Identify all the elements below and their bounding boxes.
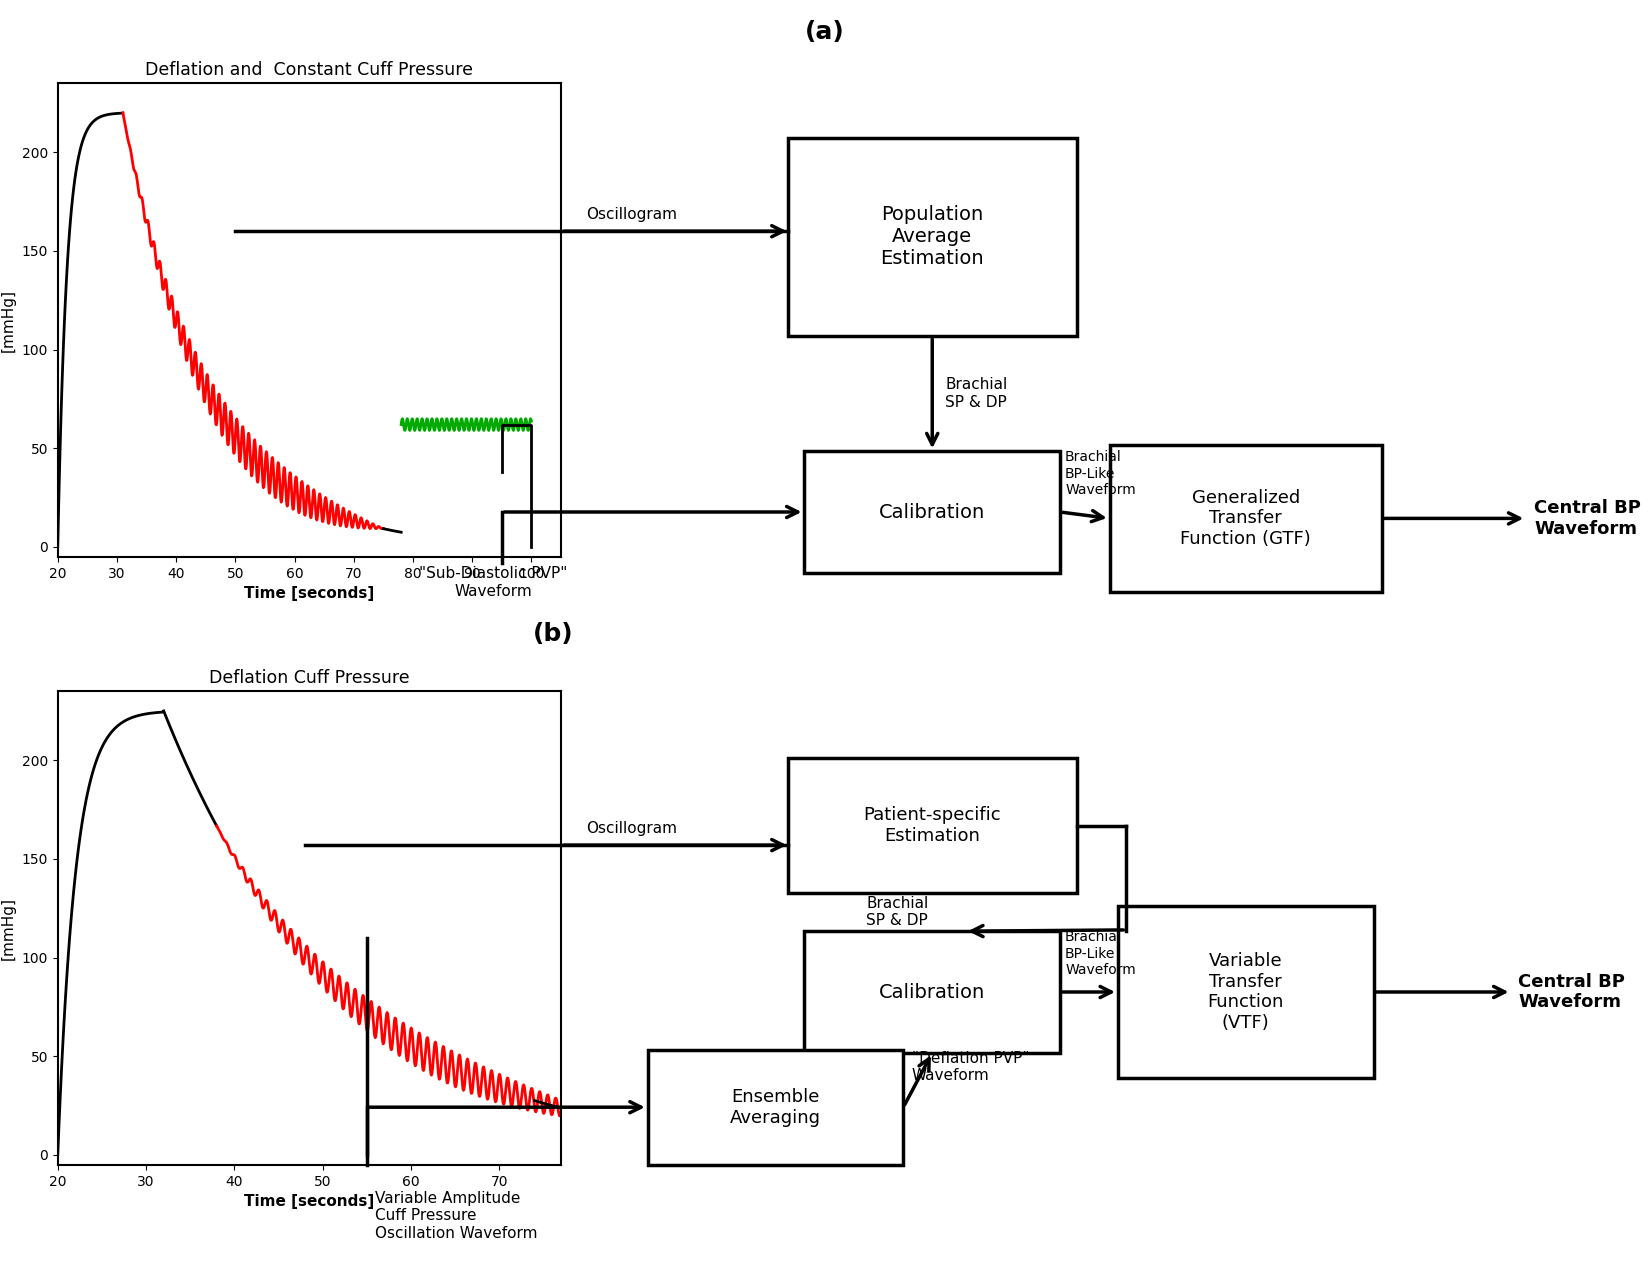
Text: Central BP
Waveform: Central BP Waveform — [1518, 973, 1625, 1011]
FancyBboxPatch shape — [1109, 445, 1383, 591]
Text: Brachial
BP-Like
Waveform: Brachial BP-Like Waveform — [1066, 931, 1135, 977]
Text: (a): (a) — [805, 20, 845, 44]
Text: Brachial
BP-Like
Waveform: Brachial BP-Like Waveform — [1066, 451, 1135, 497]
Text: Variable
Transfer
Function
(VTF): Variable Transfer Function (VTF) — [1208, 952, 1284, 1032]
Y-axis label: [mmHg]: [mmHg] — [2, 288, 16, 352]
Text: "Deflation PVP"
Waveform: "Deflation PVP" Waveform — [911, 1051, 1030, 1083]
Y-axis label: [mmHg]: [mmHg] — [2, 896, 16, 960]
X-axis label: Time [seconds]: Time [seconds] — [244, 1194, 375, 1210]
Text: Central BP
Waveform: Central BP Waveform — [1534, 499, 1642, 538]
FancyBboxPatch shape — [804, 452, 1059, 572]
Title: Deflation and  Constant Cuff Pressure: Deflation and Constant Cuff Pressure — [145, 61, 474, 79]
FancyBboxPatch shape — [647, 1050, 904, 1165]
X-axis label: Time [seconds]: Time [seconds] — [244, 586, 375, 602]
Text: Brachial
SP & DP: Brachial SP & DP — [945, 378, 1008, 410]
Text: Variable Amplitude
Cuff Pressure
Oscillation Waveform: Variable Amplitude Cuff Pressure Oscilla… — [375, 1192, 538, 1240]
Text: Ensemble
Averaging: Ensemble Averaging — [729, 1088, 822, 1126]
FancyBboxPatch shape — [787, 138, 1076, 337]
FancyBboxPatch shape — [787, 758, 1076, 893]
Text: Population
Average
Estimation: Population Average Estimation — [881, 205, 983, 269]
Text: "Sub-Diastolic PVP"
Waveform: "Sub-Diastolic PVP" Waveform — [419, 566, 568, 599]
FancyBboxPatch shape — [1119, 906, 1373, 1078]
Title: Deflation Cuff Pressure: Deflation Cuff Pressure — [210, 669, 409, 687]
FancyBboxPatch shape — [804, 932, 1059, 1052]
Text: Patient-specific
Estimation: Patient-specific Estimation — [863, 806, 1002, 845]
Text: Oscillogram: Oscillogram — [586, 820, 676, 836]
Text: Brachial
SP & DP: Brachial SP & DP — [866, 896, 929, 928]
Text: Oscillogram: Oscillogram — [586, 207, 676, 221]
Text: (b): (b) — [533, 622, 573, 645]
Text: Generalized
Transfer
Function (GTF): Generalized Transfer Function (GTF) — [1180, 489, 1312, 548]
Text: Calibration: Calibration — [879, 983, 985, 1001]
Text: Calibration: Calibration — [879, 503, 985, 521]
